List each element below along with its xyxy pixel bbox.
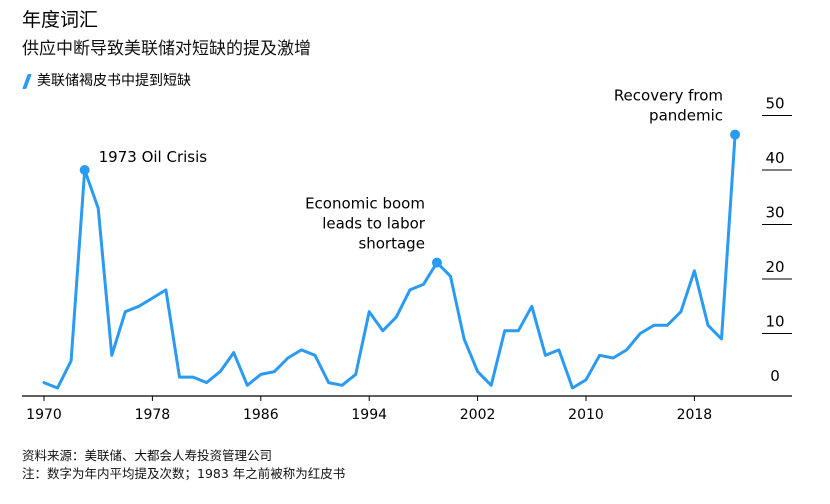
- annotation-label: Recovery from: [614, 87, 723, 105]
- y-tick-label: 20: [765, 258, 784, 276]
- annotation-label: leads to labor: [322, 215, 426, 233]
- annotation-marker: [79, 165, 90, 175]
- x-tick-label: 2010: [568, 407, 604, 423]
- annotations-group: 1973 Oil Crisis Economic boom leads to lab…: [79, 87, 741, 268]
- x-tick-label: 1994: [351, 407, 387, 423]
- x-axis: 1970 1978 1986 1994 2002 2010 2018: [22, 395, 792, 423]
- annotation-marker: [730, 129, 741, 140]
- x-tick-label: 1970: [26, 407, 62, 423]
- y-tick-label: 40: [765, 149, 784, 167]
- x-tick-label: 1978: [135, 407, 171, 423]
- source-note: 资料来源：美联储、大都会人寿投资管理公司: [22, 448, 273, 463]
- y-tick-label: 0: [770, 367, 780, 385]
- y-axis: 0 10 20 30 40 50: [762, 95, 792, 385]
- annotation-marker: [431, 257, 442, 268]
- y-tick-label: 30: [765, 204, 784, 222]
- x-tick-label: 2018: [677, 407, 713, 423]
- series-group: [42, 133, 737, 390]
- annotation-label: pandemic: [649, 107, 723, 125]
- series-line: [42, 133, 737, 390]
- annotation-label: Economic boom: [305, 195, 425, 213]
- y-tick-label: 10: [765, 313, 784, 331]
- x-tick-label: 1986: [243, 407, 279, 423]
- annotation-label: 1973 Oil Crisis: [99, 148, 208, 166]
- annotation-label: shortage: [358, 235, 425, 253]
- legend-label: 美联储褐皮书中提到短缺: [37, 73, 191, 89]
- x-tick-label: 2002: [460, 407, 496, 423]
- chart-legend: 美联储褐皮书中提到短缺: [22, 72, 191, 90]
- footnote: 注：数字为年内平均提及次数；1983 年之前被称为红皮书: [22, 466, 346, 481]
- chart-subtitle: 供应中断导致美联储对短缺的提及激增: [22, 39, 311, 59]
- chart-title: 年度词汇: [22, 9, 99, 31]
- y-tick-label: 50: [765, 95, 784, 113]
